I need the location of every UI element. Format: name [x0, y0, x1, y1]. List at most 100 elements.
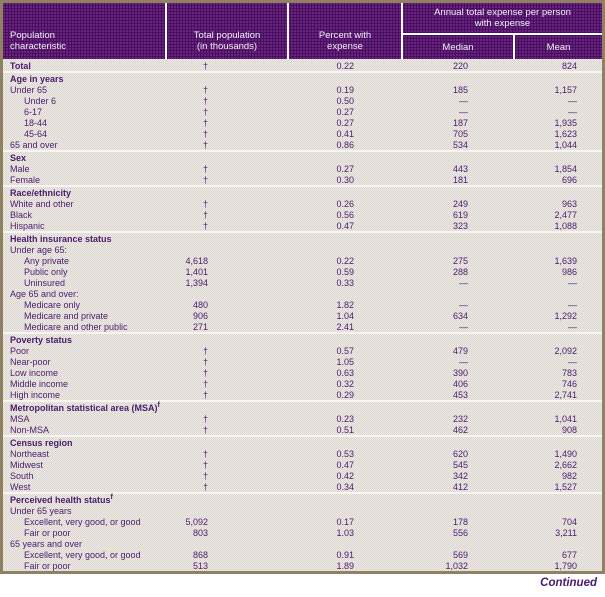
- mean-cell: 1,292: [554, 310, 577, 321]
- header-line: Annual total expense per person: [434, 7, 571, 18]
- total-population-cell: †: [202, 378, 208, 389]
- section-divider: [3, 71, 602, 73]
- table-row: Female † 0.30 181 696: [3, 174, 602, 185]
- median-cell: 232: [452, 413, 468, 424]
- table-row: South † 0.42 342 982: [3, 470, 602, 481]
- section-header-label: Perceived health statusf: [10, 493, 113, 505]
- mean-cell: 3,211: [555, 527, 577, 538]
- percent-with-expense-cell: 0.27: [336, 163, 354, 174]
- population-characteristic-cell: Medicare and private: [24, 310, 109, 321]
- percent-with-expense-cell: 0.91: [336, 549, 354, 560]
- median-cell: —: [459, 321, 468, 332]
- total-population-cell: †: [202, 95, 208, 106]
- total-population-cell: 906: [192, 310, 208, 321]
- table-row: 65 and over † 0.86 534 1,044: [3, 139, 602, 150]
- median-cell: 534: [452, 139, 468, 150]
- section-header-row: Health insurance status: [3, 233, 602, 244]
- mean-cell: 696: [561, 174, 577, 185]
- median-cell: 620: [452, 448, 468, 459]
- table-row: 18-44 † 0.27 187 1,935: [3, 117, 602, 128]
- subheader-row: Under 65 years: [3, 505, 602, 516]
- table-row: Low income † 0.63 390 783: [3, 367, 602, 378]
- section-divider: [3, 492, 602, 494]
- percent-with-expense-cell: 0.47: [336, 220, 354, 231]
- header-line: Total population: [193, 30, 261, 41]
- median-cell: —: [459, 95, 468, 106]
- mean-cell: 986: [561, 266, 577, 277]
- header-percent-with-expense: Percent with expense: [287, 3, 401, 59]
- median-cell: 479: [452, 345, 468, 356]
- table-row: Total † 0.22 220 824: [3, 60, 602, 71]
- total-population-cell: †: [202, 413, 208, 424]
- header-annual-expense-span: Annual total expense per person with exp…: [403, 3, 602, 33]
- table-row: Male † 0.27 443 1,854: [3, 163, 602, 174]
- population-characteristic-cell: Medicare and other public: [24, 321, 128, 332]
- mean-cell: 1,639: [554, 255, 577, 266]
- section-header-row: Poverty status: [3, 334, 602, 345]
- table-row: White and other † 0.26 249 963: [3, 198, 602, 209]
- median-cell: 619: [452, 209, 468, 220]
- median-cell: —: [459, 299, 468, 310]
- statistics-table: Population characteristic Total populati…: [0, 0, 605, 574]
- table-row: Fair or poor 513 1.89 1,032 1,790: [3, 560, 602, 571]
- section-header-label: Sex: [10, 152, 27, 163]
- population-characteristic-cell: Midwest: [10, 459, 44, 470]
- header-line: Population: [10, 30, 55, 41]
- percent-with-expense-cell: 0.57: [336, 345, 354, 356]
- total-population-cell: †: [202, 174, 208, 185]
- percent-with-expense-cell: 0.59: [336, 266, 354, 277]
- median-cell: 545: [452, 459, 468, 470]
- header-line: Percent with: [318, 30, 372, 41]
- population-characteristic-cell: Male: [10, 163, 30, 174]
- mean-cell: 1,623: [554, 128, 577, 139]
- population-characteristic-cell: White and other: [10, 198, 74, 209]
- median-cell: 249: [452, 198, 468, 209]
- section-header-label: Poverty status: [10, 334, 73, 345]
- population-characteristic-cell: Under 6: [24, 95, 57, 106]
- table-row: Uninsured 1,394 0.33 — —: [3, 277, 602, 288]
- table-row: Under 6 † 0.50 — —: [3, 95, 602, 106]
- population-characteristic-cell: Fair or poor: [24, 560, 71, 571]
- table-row: Excellent, very good, or good 868 0.91 569 6…: [3, 549, 602, 560]
- percent-with-expense-cell: 0.29: [336, 389, 354, 400]
- section-header-row: Age in years: [3, 73, 602, 84]
- section-header-row: Perceived health statusf: [3, 494, 602, 505]
- population-characteristic-cell: Under 65 years: [10, 505, 72, 516]
- table-row: West † 0.34 412 1,527: [3, 481, 602, 492]
- table-header: Population characteristic Total populati…: [3, 3, 602, 59]
- total-population-cell: †: [202, 424, 208, 435]
- mean-cell: 2,477: [554, 209, 577, 220]
- population-characteristic-cell: Under 65: [10, 84, 48, 95]
- table-row: Hispanic † 0.47 323 1,088: [3, 220, 602, 231]
- table-row: High income † 0.29 453 2,741: [3, 389, 602, 400]
- total-population-cell: 4,618: [185, 255, 208, 266]
- median-cell: 1,032: [445, 560, 468, 571]
- section-divider: [3, 435, 602, 437]
- median-cell: 569: [452, 549, 468, 560]
- footnote-marker: f: [110, 493, 113, 501]
- total-population-cell: †: [202, 117, 208, 128]
- total-population-cell: 480: [192, 299, 208, 310]
- percent-with-expense-cell: 0.27: [336, 106, 354, 117]
- mean-cell: 1,854: [554, 163, 577, 174]
- mean-cell: 1,790: [554, 560, 577, 571]
- mean-cell: —: [568, 106, 577, 117]
- population-characteristic-cell: Non-MSA: [10, 424, 50, 435]
- section-header-label: Metropolitan statistical area (MSA)f: [10, 401, 160, 413]
- table-row: Fair or poor 803 1.03 556 3,211: [3, 527, 602, 538]
- median-cell: —: [459, 356, 468, 367]
- total-population-cell: 5,092: [185, 516, 208, 527]
- population-characteristic-cell: 65 years and over: [10, 538, 83, 549]
- total-population-cell: †: [202, 106, 208, 117]
- total-population-cell: 1,401: [185, 266, 208, 277]
- header-population-characteristic: Population characteristic: [3, 3, 165, 59]
- mean-cell: —: [568, 299, 577, 310]
- section-divider: [3, 231, 602, 233]
- mean-cell: 704: [561, 516, 577, 527]
- percent-with-expense-cell: 0.42: [336, 470, 354, 481]
- median-cell: 187: [452, 117, 468, 128]
- percent-with-expense-cell: 0.34: [336, 481, 354, 492]
- total-population-cell: 803: [192, 527, 208, 538]
- median-cell: 390: [452, 367, 468, 378]
- mean-cell: 783: [561, 367, 577, 378]
